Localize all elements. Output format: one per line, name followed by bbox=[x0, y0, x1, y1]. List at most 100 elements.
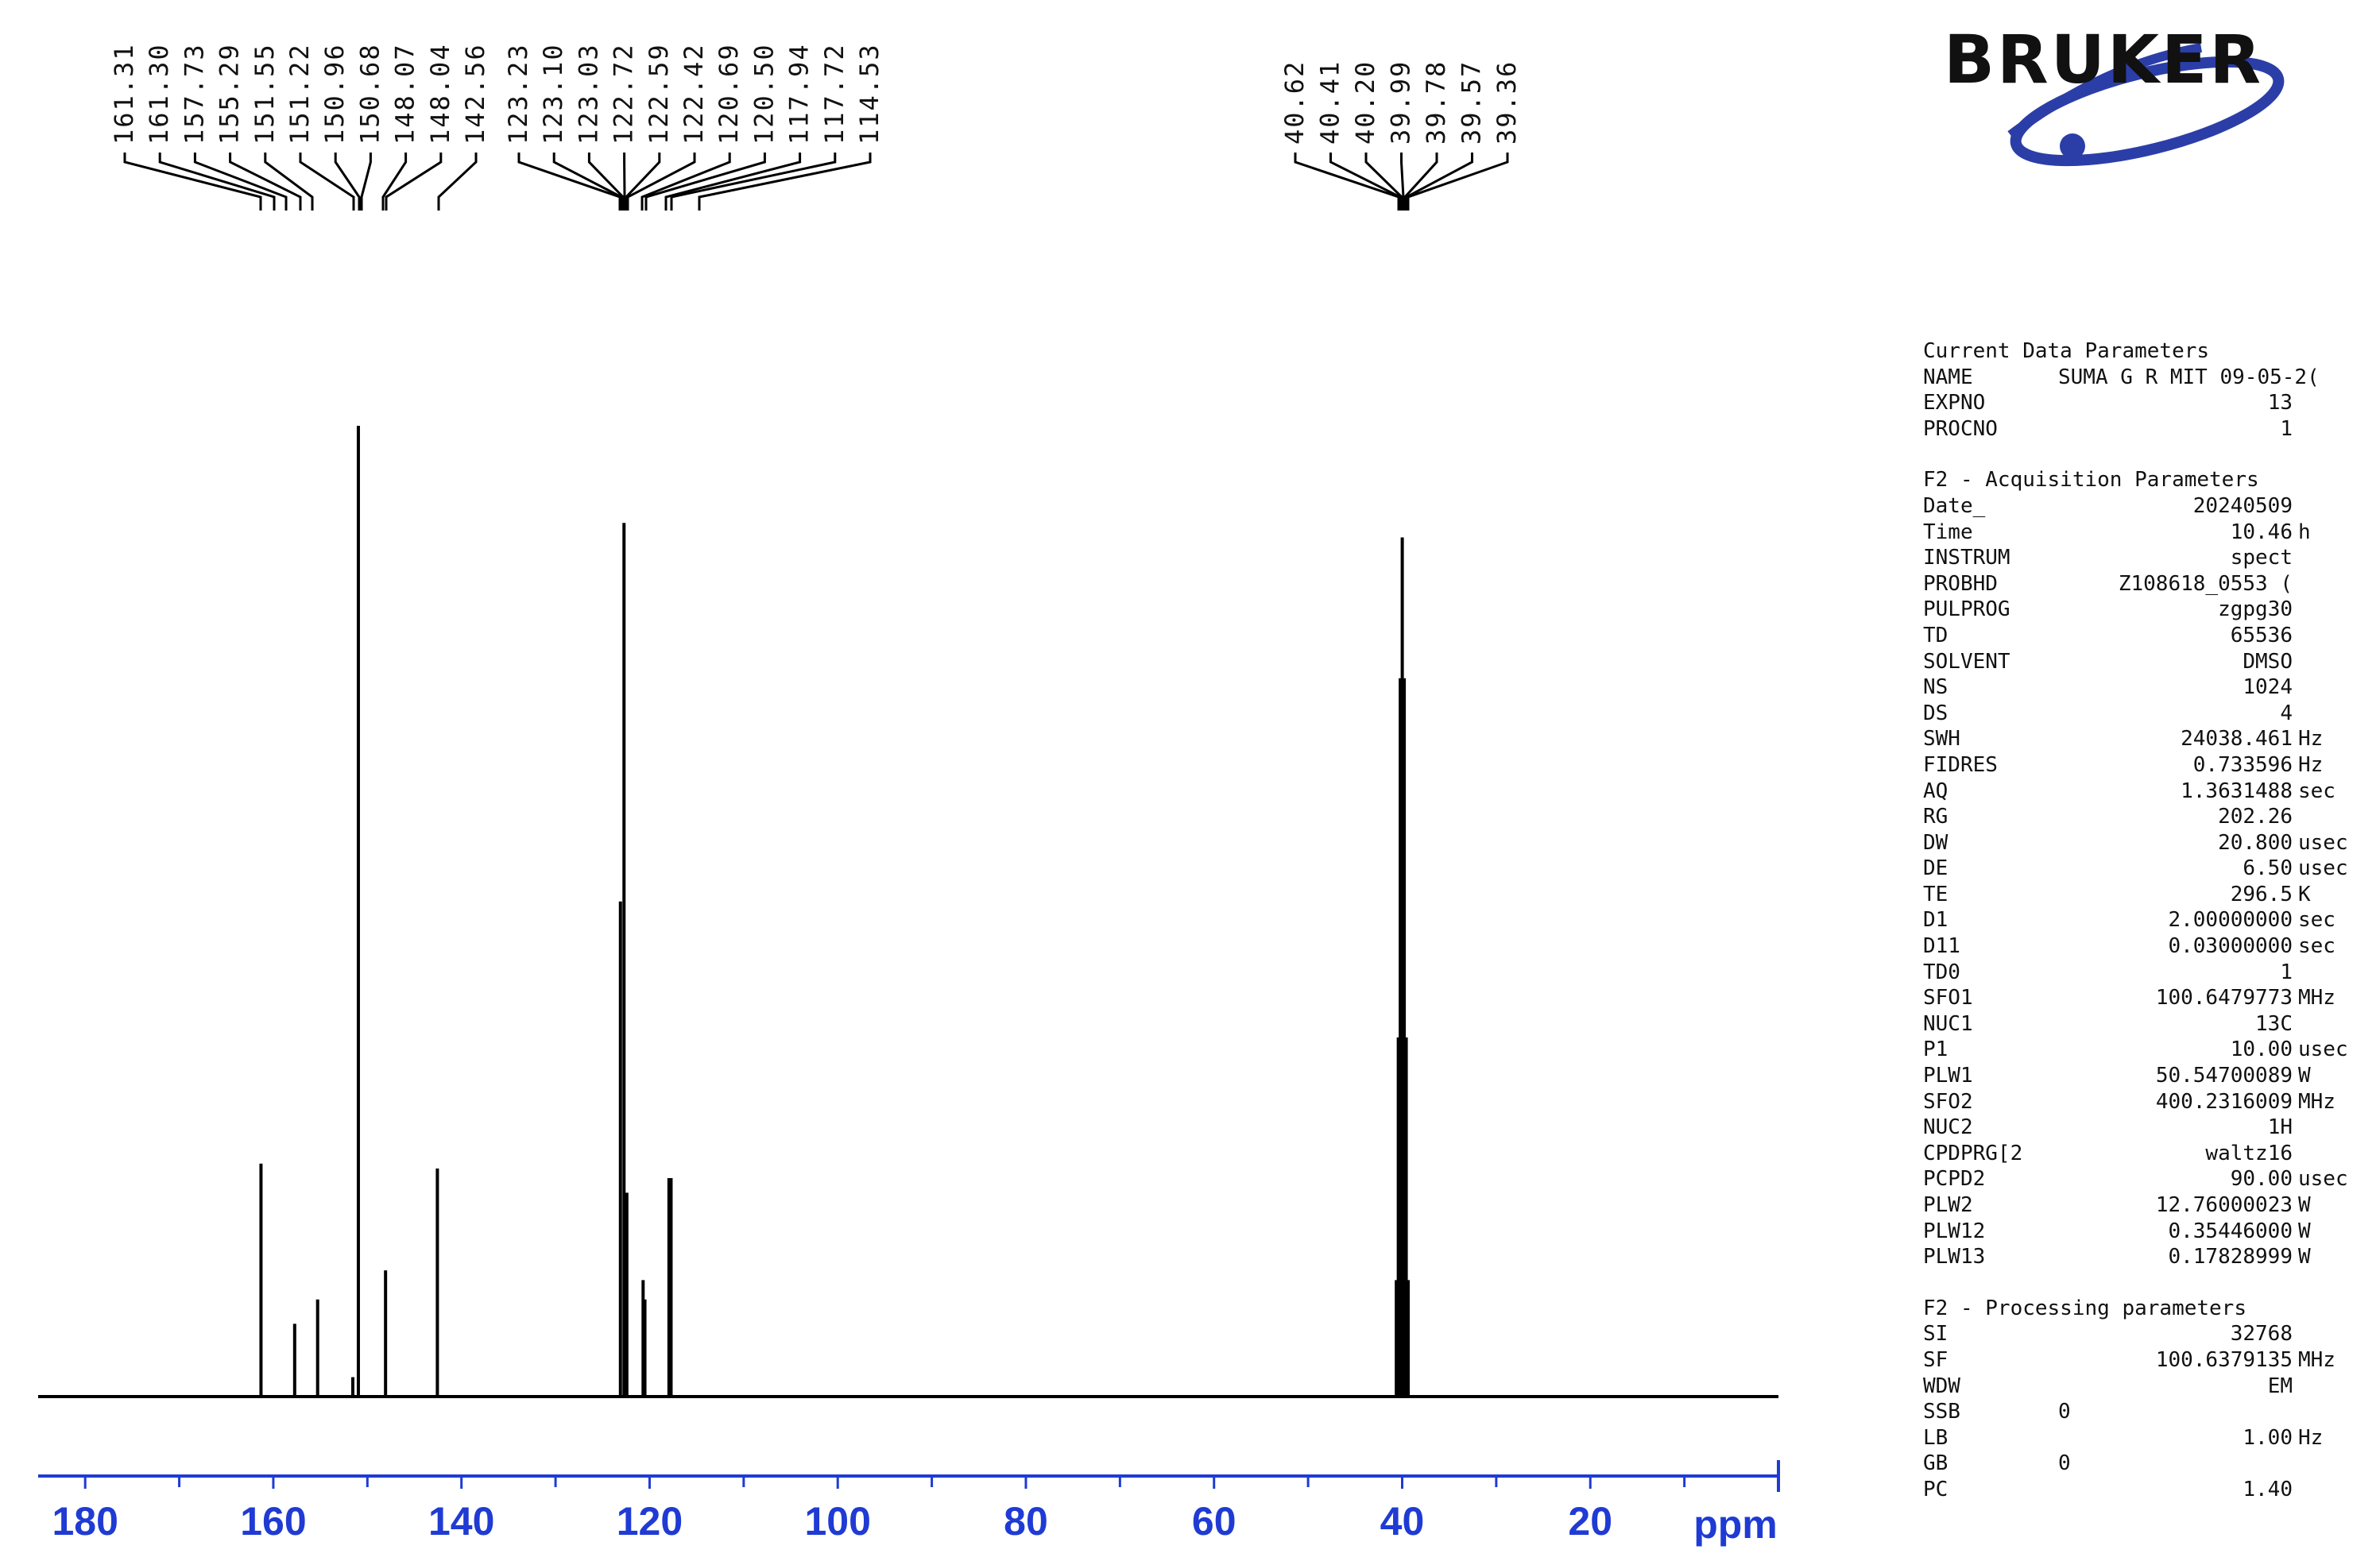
param-unit: usec bbox=[2298, 856, 2348, 881]
param-value: SUMA G R MIT 09-05-2( bbox=[2058, 365, 2320, 389]
param-value: 1024 bbox=[2243, 675, 2293, 700]
peak-label: 39.78 bbox=[1421, 60, 1451, 145]
param-key: TE bbox=[1923, 882, 1949, 906]
param-key: SF bbox=[1923, 1347, 1949, 1372]
param-key: PROBHD bbox=[1923, 571, 1998, 596]
param-unit: usec bbox=[2298, 1167, 2348, 1192]
peak-label: 142.56 bbox=[460, 43, 490, 145]
axis-tick-label: 160 bbox=[240, 1499, 306, 1544]
peak-leader-line bbox=[625, 153, 661, 211]
param-row: GB 0 bbox=[1923, 1451, 2368, 1477]
param-key: GB bbox=[1923, 1451, 1949, 1476]
param-value: 90.00 bbox=[2230, 1167, 2293, 1192]
param-row: PROBHD Z108618_0553 ( bbox=[1923, 571, 2368, 597]
param-row: WDW EM bbox=[1923, 1374, 2368, 1400]
param-key: EXPNO bbox=[1923, 391, 1986, 415]
param-row: SSB 0 bbox=[1923, 1399, 2368, 1425]
param-row: DS 4 bbox=[1923, 701, 2368, 727]
param-value: spect bbox=[2230, 546, 2293, 570]
peak-label: 123.10 bbox=[538, 43, 568, 145]
peak-leader-line bbox=[1329, 153, 1402, 211]
peak-leader-line bbox=[299, 153, 355, 211]
param-key: PULPROG bbox=[1923, 597, 2010, 622]
param-value: 2.00000000 bbox=[2168, 908, 2293, 933]
peak-label: 122.42 bbox=[679, 43, 709, 145]
param-row: AQ 1.3631488 sec bbox=[1923, 779, 2368, 805]
peak-label: 151.55 bbox=[250, 43, 280, 145]
peak-leader-line bbox=[1400, 153, 1405, 211]
param-value: 0.35446000 bbox=[2168, 1219, 2293, 1243]
param-section-title: Current Data Parameters bbox=[1923, 339, 2210, 363]
param-value: 1.3631488 bbox=[2181, 779, 2293, 803]
param-unit: sec bbox=[2298, 908, 2335, 933]
bruker-logo: BRUKER bbox=[1939, 16, 2352, 175]
param-value: 1.00 bbox=[2243, 1425, 2293, 1450]
peak-leader-line bbox=[1294, 153, 1400, 211]
axis-tick-label: 80 bbox=[1004, 1499, 1048, 1544]
param-row: PLW12 0.35446000 W bbox=[1923, 1219, 2368, 1245]
param-key: D11 bbox=[1923, 934, 1960, 959]
param-unit: K bbox=[2298, 882, 2311, 906]
param-value: 13C bbox=[2255, 1011, 2293, 1036]
peak-leader-line bbox=[229, 153, 302, 211]
peak-label: 123.03 bbox=[573, 43, 603, 145]
param-row: DE 6.50 usec bbox=[1923, 856, 2368, 882]
peak-label: 39.57 bbox=[1457, 60, 1487, 145]
param-section-title: F2 - Acquisition Parameters bbox=[1923, 468, 2259, 493]
param-unit: Hz bbox=[2298, 752, 2324, 777]
param-value: 0 bbox=[2058, 1451, 2071, 1476]
param-row: PLW2 12.76000023 W bbox=[1923, 1192, 2368, 1219]
peak-leader-line bbox=[437, 153, 478, 211]
param-section-title: F2 - Processing parameters bbox=[1923, 1296, 2246, 1320]
peak-label: 117.72 bbox=[819, 43, 849, 145]
param-row: SF 100.6379135 MHz bbox=[1923, 1347, 2368, 1374]
param-unit: usec bbox=[2298, 830, 2348, 855]
param-value: 400.2316009 bbox=[2155, 1089, 2293, 1114]
peak-leader-line bbox=[552, 153, 623, 211]
param-row: NAME SUMA G R MIT 09-05-2( bbox=[1923, 365, 2368, 391]
param-row: PC 1.40 bbox=[1923, 1477, 2368, 1503]
param-key: PC bbox=[1923, 1477, 1949, 1501]
peak-leader-line bbox=[385, 153, 443, 211]
peak-label: 123.23 bbox=[503, 43, 533, 145]
peak-leader-line bbox=[360, 153, 372, 211]
param-key: PLW1 bbox=[1923, 1064, 1973, 1088]
param-row: FIDRES 0.733596 Hz bbox=[1923, 752, 2368, 779]
param-value: 0.17828999 bbox=[2168, 1245, 2293, 1269]
param-value: 24038.461 bbox=[2181, 727, 2293, 752]
peak-label: 39.36 bbox=[1492, 60, 1522, 145]
peak-leader-line bbox=[334, 153, 361, 211]
peak-leader-line bbox=[158, 153, 276, 211]
param-key: SOLVENT bbox=[1923, 649, 2010, 674]
bruker-logo-text: BRUKER bbox=[1944, 21, 2264, 99]
param-row: Time 10.46 h bbox=[1923, 520, 2368, 546]
param-value: 6.50 bbox=[2243, 856, 2293, 881]
peak-label: 150.96 bbox=[319, 43, 350, 145]
peak-leader-line bbox=[193, 153, 288, 211]
param-key: DW bbox=[1923, 830, 1949, 855]
peak-leader-line bbox=[644, 153, 766, 211]
param-key: P1 bbox=[1923, 1038, 1949, 1062]
peak-label: 161.30 bbox=[144, 43, 174, 145]
param-row: NUC2 1H bbox=[1923, 1115, 2368, 1141]
param-key: FIDRES bbox=[1923, 752, 1998, 777]
param-key: DS bbox=[1923, 701, 1949, 725]
param-value: zgpg30 bbox=[2218, 597, 2293, 622]
param-unit: MHz bbox=[2298, 1347, 2335, 1372]
peak-label: 161.31 bbox=[109, 43, 139, 145]
param-row: LB 1.00 Hz bbox=[1923, 1425, 2368, 1451]
peak-leader-line bbox=[123, 153, 262, 211]
param-row: SFO1 100.6479773 MHz bbox=[1923, 985, 2368, 1011]
param-value: 4 bbox=[2280, 701, 2293, 725]
param-unit: usec bbox=[2298, 1038, 2348, 1062]
peak-label: 155.29 bbox=[215, 43, 245, 145]
peak-label: 40.62 bbox=[1279, 60, 1310, 145]
param-row: PULPROG zgpg30 bbox=[1923, 597, 2368, 623]
peak-label: 40.20 bbox=[1350, 60, 1380, 145]
param-key: INSTRUM bbox=[1923, 546, 2010, 570]
peak-leader-lines bbox=[123, 153, 1509, 211]
param-key: Time bbox=[1923, 520, 1973, 544]
param-value: Z108618_0553 ( bbox=[2118, 571, 2293, 596]
param-value: 20240509 bbox=[2192, 493, 2293, 518]
